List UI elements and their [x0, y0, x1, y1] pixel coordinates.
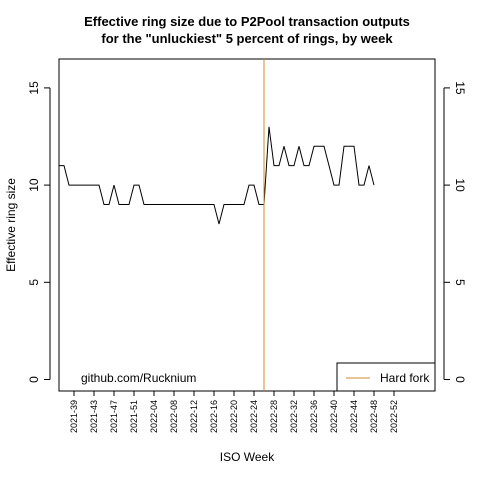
x-axis: 2021-39 2021-43 2021-47 2021-51 2022-04 2022-… — [69, 391, 399, 433]
y-tick-label-right: 10 — [453, 178, 467, 192]
y-tick-label-left: 0 — [27, 376, 41, 383]
y-axis-right: 0 5 10 15 — [443, 81, 467, 383]
chart-title-line-1: Effective ring size due to P2Pool transa… — [84, 14, 410, 29]
legend: Hard fork — [336, 362, 436, 392]
x-tick-label: 2022-08 — [169, 400, 179, 433]
x-tick-label: 2022-12 — [189, 400, 199, 433]
plot-frame — [58, 58, 436, 392]
x-tick-label: 2022-32 — [289, 400, 299, 433]
x-tick-label: 2022-04 — [149, 400, 159, 433]
y-tick-label-left: 15 — [27, 81, 41, 95]
x-tick-label: 2022-36 — [309, 400, 319, 433]
x-tick-label: 2022-44 — [349, 400, 359, 433]
x-tick-label: 2022-48 — [369, 400, 379, 433]
x-axis-title: ISO Week — [220, 450, 275, 464]
x-tick-label: 2022-52 — [389, 400, 399, 433]
x-tick-label: 2022-20 — [229, 400, 239, 433]
x-tick-label: 2022-24 — [249, 400, 259, 433]
y-axis-title: Effective ring size — [4, 178, 18, 272]
y-tick-label-right: 0 — [453, 376, 467, 383]
chart-title-line-2: for the "unluckiest" 5 percent of rings,… — [101, 31, 393, 46]
y-tick-label-right: 5 — [453, 279, 467, 286]
y-axis-left: 0 5 10 15 — [27, 81, 51, 383]
legend-box — [336, 362, 436, 392]
series-line — [59, 126, 375, 225]
x-tick-label: 2022-16 — [209, 400, 219, 433]
x-tick-label: 2022-28 — [269, 400, 279, 433]
x-tick-label: 2021-47 — [109, 400, 119, 433]
x-tick-label: 2021-43 — [89, 400, 99, 433]
x-tick-label: 2021-39 — [69, 400, 79, 433]
x-tick-label: 2022-40 — [329, 400, 339, 433]
y-tick-label-left: 10 — [27, 178, 41, 192]
y-tick-label-left: 5 — [27, 279, 41, 286]
watermark-annotation: github.com/Rucknium — [81, 371, 196, 385]
legend-label-hard-fork: Hard fork — [380, 371, 430, 385]
x-tick-label: 2021-51 — [129, 400, 139, 433]
y-tick-label-right: 15 — [453, 81, 467, 95]
series-layer — [59, 126, 375, 225]
